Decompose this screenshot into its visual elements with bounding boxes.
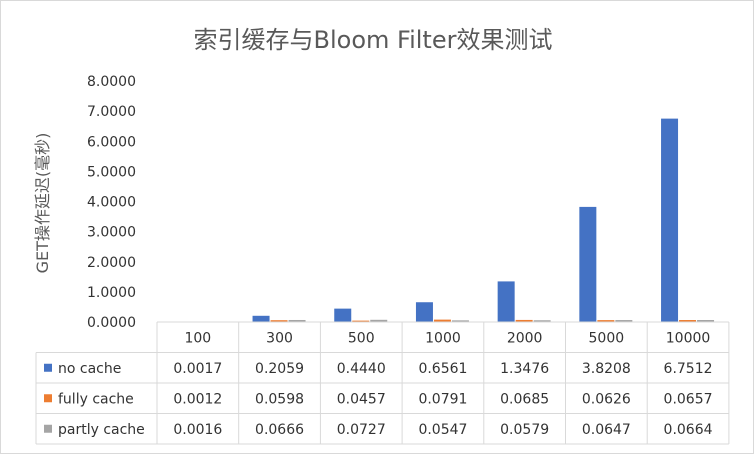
legend-series-name: no cache <box>58 361 121 377</box>
data-label: 0.0657 <box>664 391 713 407</box>
bar-series <box>170 118 715 322</box>
data-table-lines <box>35 321 730 445</box>
data-label: 0.0457 <box>337 391 386 407</box>
x-category-label: 10000 <box>666 330 711 346</box>
data-table: 100 300 500 1000 2000 5000 10000 no cache 0.0017… <box>44 330 713 438</box>
data-label: 0.0016 <box>173 422 222 438</box>
x-category-label: 500 <box>348 330 375 346</box>
data-label: 0.0685 <box>500 391 549 407</box>
bar <box>515 319 533 322</box>
legend-key <box>44 424 52 433</box>
bar <box>533 320 551 322</box>
bar <box>288 319 306 322</box>
data-label: 0.0579 <box>500 422 549 438</box>
data-label: 0.0727 <box>337 422 386 438</box>
bar <box>270 320 288 322</box>
data-label: 0.2059 <box>255 361 304 377</box>
bar <box>697 319 715 322</box>
data-label: 0.0017 <box>173 361 222 377</box>
bar <box>370 319 388 322</box>
y-axis-label: GET操作延迟(毫秒) <box>33 133 52 274</box>
bar <box>451 320 469 322</box>
bar <box>334 308 352 322</box>
data-label: 0.0626 <box>582 391 631 407</box>
y-tick-label: 5.0000 <box>87 164 136 180</box>
y-tick-label: 3.0000 <box>87 225 136 241</box>
data-label: 0.0598 <box>255 391 304 407</box>
bar <box>579 206 597 322</box>
y-tick-label: 6.0000 <box>87 134 136 150</box>
data-label: 6.7512 <box>664 361 713 377</box>
data-label: 0.0791 <box>418 391 467 407</box>
y-tick-label: 4.0000 <box>87 195 136 211</box>
legend-series-name: partly cache <box>58 422 145 438</box>
data-label: 1.3476 <box>500 361 549 377</box>
bar <box>661 118 679 322</box>
bar <box>679 320 697 322</box>
data-label: 0.6561 <box>418 361 467 377</box>
data-label: 0.4440 <box>337 361 386 377</box>
bar <box>433 319 451 322</box>
x-category-label: 300 <box>266 330 293 346</box>
x-category-label: 1000 <box>425 330 461 346</box>
x-category-label: 2000 <box>507 330 543 346</box>
data-label: 0.0664 <box>664 422 713 438</box>
y-axis-ticks: 8.0000 7.0000 6.0000 5.0000 4.0000 3.0000 2.00… <box>87 74 136 331</box>
bar <box>252 315 270 322</box>
data-label: 0.0647 <box>582 422 631 438</box>
legend-key <box>44 363 52 372</box>
y-tick-label: 1.0000 <box>87 285 136 301</box>
data-label: 0.0666 <box>255 422 304 438</box>
data-label: 0.0547 <box>418 422 467 438</box>
bar <box>615 320 633 322</box>
bar <box>352 320 370 322</box>
x-category-label: 5000 <box>589 330 625 346</box>
y-tick-label: 2.0000 <box>87 255 136 271</box>
legend-key <box>44 394 52 403</box>
y-tick-label: 8.0000 <box>87 74 136 90</box>
bar <box>415 302 433 322</box>
data-label: 0.0012 <box>173 391 222 407</box>
bar <box>497 281 515 322</box>
bar <box>597 320 615 322</box>
y-tick-label: 7.0000 <box>87 104 136 120</box>
data-label: 3.8208 <box>582 361 631 377</box>
x-category-label: 100 <box>184 330 211 346</box>
legend-series-name: fully cache <box>58 391 134 407</box>
y-tick-label: 0.0000 <box>87 315 136 331</box>
chart-title: 索引缓存与Bloom Filter效果测试 <box>194 26 553 54</box>
